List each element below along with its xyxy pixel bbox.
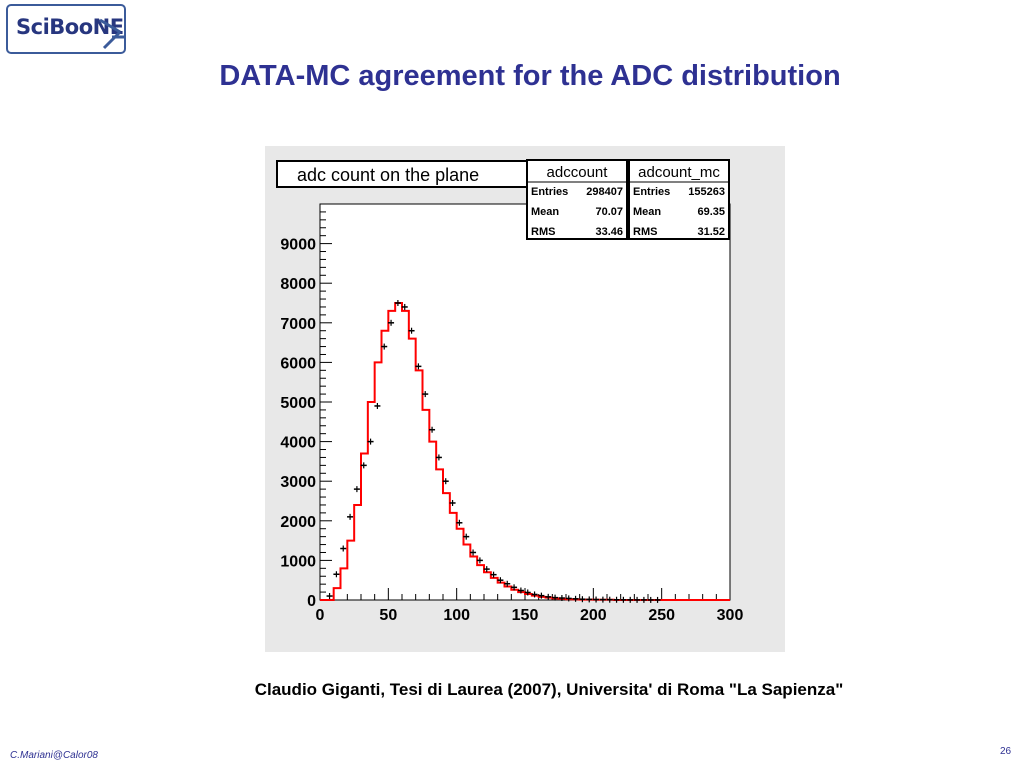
data-point [613,596,620,603]
x-tick-label: 150 [512,607,539,624]
stats-row-label: Mean [531,206,559,218]
data-point [333,571,340,578]
data-point [360,462,367,469]
logo-text: SciBooNE [16,15,124,39]
stats-row-value: 70.07 [595,206,623,218]
data-point [620,596,627,603]
data-point [504,580,511,587]
y-tick-label: 3000 [280,474,316,491]
y-axis-labels: 0 1000 2000 3000 4000 5000 6000 7000 8000 9000 [280,237,316,610]
chart-title: adc count on the plane [297,165,479,185]
y-tick-label: 1000 [280,553,316,570]
stats-row-value: 69.35 [697,206,725,218]
data-point [374,402,381,409]
chart-title-box [276,160,543,188]
data-point [497,577,504,584]
data-point [647,596,654,603]
data-point [340,545,347,552]
data-point [627,596,634,603]
slide-title: DATA-MC agreement for the ADC distributi… [219,60,841,92]
x-tick-label: 50 [379,607,397,624]
stats-row-label: RMS [531,226,555,238]
y-tick-label: 8000 [280,276,316,293]
data-point [381,343,388,350]
data-point [456,519,463,526]
x-axis-labels: 0 50 100 150 200 250 300 [316,607,744,624]
data-point [593,596,600,603]
page-number: 26 [1000,746,1012,757]
stats-row-value: 155263 [688,186,725,198]
y-tick-label: 0 [307,593,316,610]
stats-row-label: Entries [531,186,568,198]
data-points [326,300,661,603]
stats-box-mc: adcount_mc Entries 155263 Mean 69.35 RMS 31.52 [628,159,730,240]
stats-row-label: Mean [633,206,661,218]
x-tick-label: 100 [443,607,470,624]
citation-caption: Claudio Giganti, Tesi di Laurea (2007), … [254,680,844,699]
data-point [558,595,565,602]
stats-row-value: 33.46 [595,226,623,238]
data-point [552,594,559,601]
y-tick-label: 6000 [280,355,316,372]
data-point [326,593,333,600]
adc-histogram-chart: 0 1000 2000 3000 4000 5000 6000 7000 8000 9000 0 5… [265,146,785,652]
data-point [545,593,552,600]
stats-box-frame [628,159,730,240]
data-point [511,584,518,591]
data-point [490,571,497,578]
x-tick-label: 300 [717,607,744,624]
data-point [476,557,483,564]
plot-frame [319,203,731,601]
data-point [572,595,579,602]
data-point [449,499,456,506]
stats-row-value: 31.52 [697,226,725,238]
data-point [401,303,408,310]
y-tick-label: 5000 [280,395,316,412]
data-point [531,591,538,598]
stats-box-data: adccount Entries 298407 Mean 70.07 RMS 33.46 [526,159,628,240]
data-point [524,589,531,596]
data-point [640,596,647,603]
data-point [347,513,354,520]
stats-row-label: Entries [633,186,670,198]
data-point [429,426,436,433]
data-point [586,596,593,603]
data-point [634,596,641,603]
data-point [579,596,586,603]
x-tick-label: 0 [316,607,325,624]
data-point [463,533,470,540]
y-tick-label: 4000 [280,435,316,452]
data-point [599,596,606,603]
stats-box-name: adccount [547,164,609,181]
data-point [422,391,429,398]
data-point [654,596,661,603]
data-point [606,596,613,603]
footer-author: C.Mariani@Calor08 [10,750,98,761]
data-point [435,454,442,461]
stats-row-label: RMS [633,226,657,238]
data-point [415,363,422,370]
sciboone-logo: SciBooNE [6,4,126,54]
y-tick-label: 2000 [280,514,316,531]
logo-arrow-icon [99,18,126,50]
data-point [483,566,490,573]
y-tick-label: 9000 [280,237,316,254]
data-point [353,486,360,493]
data-point [470,549,477,556]
x-tick-label: 200 [580,607,607,624]
data-point [442,478,449,485]
data-point [367,438,374,445]
data-point [408,327,415,334]
y-tick-label: 7000 [280,316,316,333]
data-point [538,592,545,599]
stats-box-frame [526,159,628,240]
x-tick-label: 250 [648,607,675,624]
data-point [565,595,572,602]
data-point [388,319,395,326]
data-point [394,300,401,306]
stats-row-value: 298407 [586,186,623,198]
data-point [517,587,524,594]
stats-box-name: adcount_mc [638,164,720,181]
